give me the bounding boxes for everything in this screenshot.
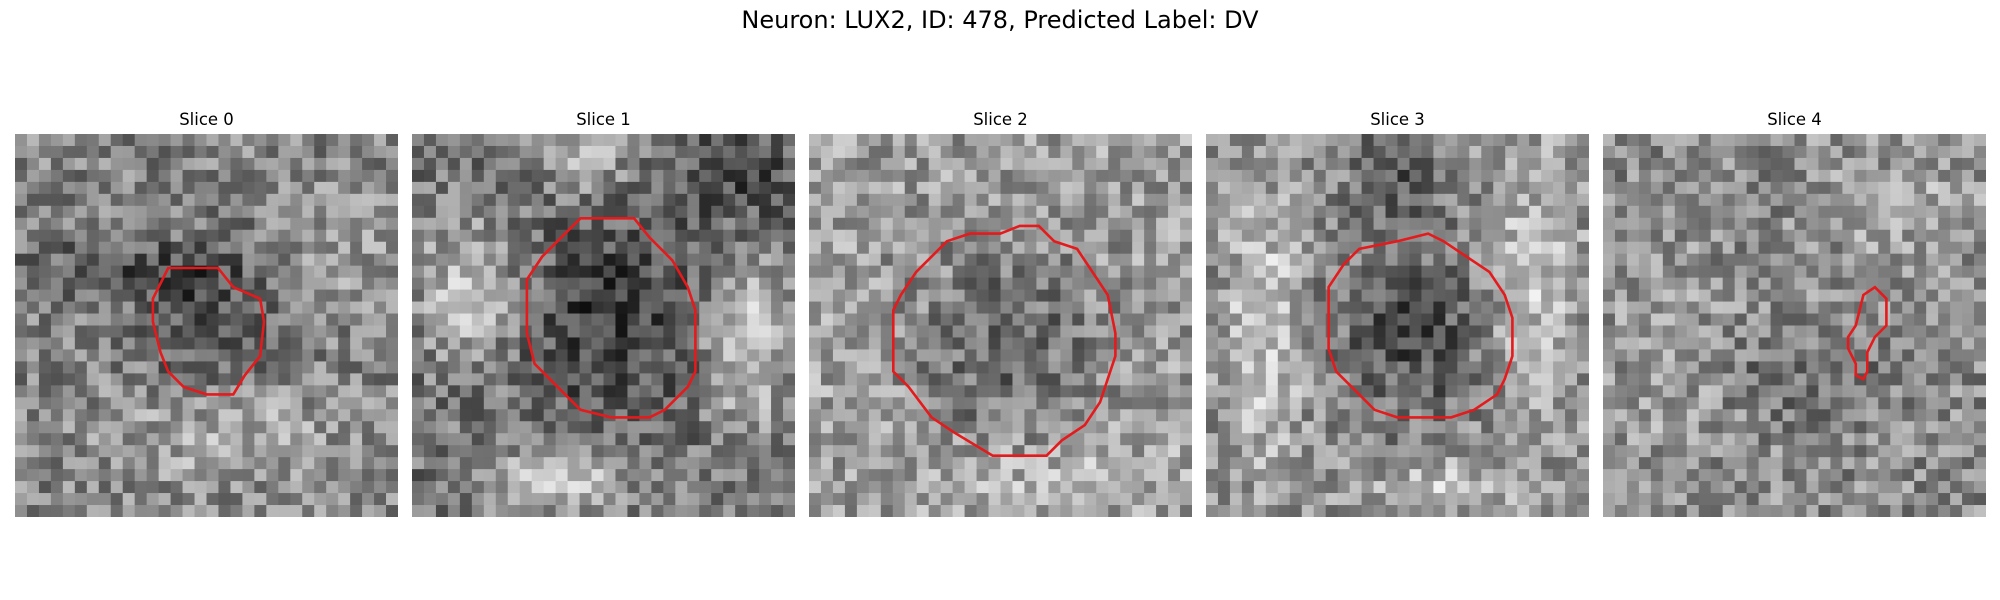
pixel-grid bbox=[809, 134, 1192, 517]
pixel-grid bbox=[1206, 134, 1589, 517]
slice-image bbox=[1603, 134, 1986, 517]
slice-panel-2: Slice 2 bbox=[809, 108, 1192, 517]
slice-image bbox=[412, 134, 795, 517]
roi-contour bbox=[151, 266, 266, 396]
figure-title: Neuron: LUX2, ID: 478, Predicted Label: … bbox=[741, 6, 1259, 34]
slice-title: Slice 0 bbox=[179, 110, 234, 129]
roi-contour bbox=[1327, 232, 1514, 419]
roi-contour bbox=[525, 217, 697, 419]
pixel-grid bbox=[412, 134, 795, 517]
slice-panel-0: Slice 0 bbox=[15, 108, 398, 517]
pixel-grid bbox=[1603, 134, 1986, 517]
slice-panel-1: Slice 1 bbox=[412, 108, 795, 517]
slice-panel-4: Slice 4 bbox=[1603, 108, 1986, 517]
slice-image bbox=[809, 134, 1192, 517]
pixel-grid bbox=[15, 134, 398, 517]
slice-title: Slice 4 bbox=[1767, 110, 1822, 129]
slice-title: Slice 1 bbox=[576, 110, 631, 129]
roi-contour bbox=[1846, 285, 1888, 381]
slice-title: Slice 3 bbox=[1370, 110, 1425, 129]
slice-title: Slice 2 bbox=[973, 110, 1028, 129]
roi-contour bbox=[892, 224, 1117, 458]
slice-panel-3: Slice 3 bbox=[1206, 108, 1589, 517]
slice-image bbox=[15, 134, 398, 517]
slice-image bbox=[1206, 134, 1589, 517]
